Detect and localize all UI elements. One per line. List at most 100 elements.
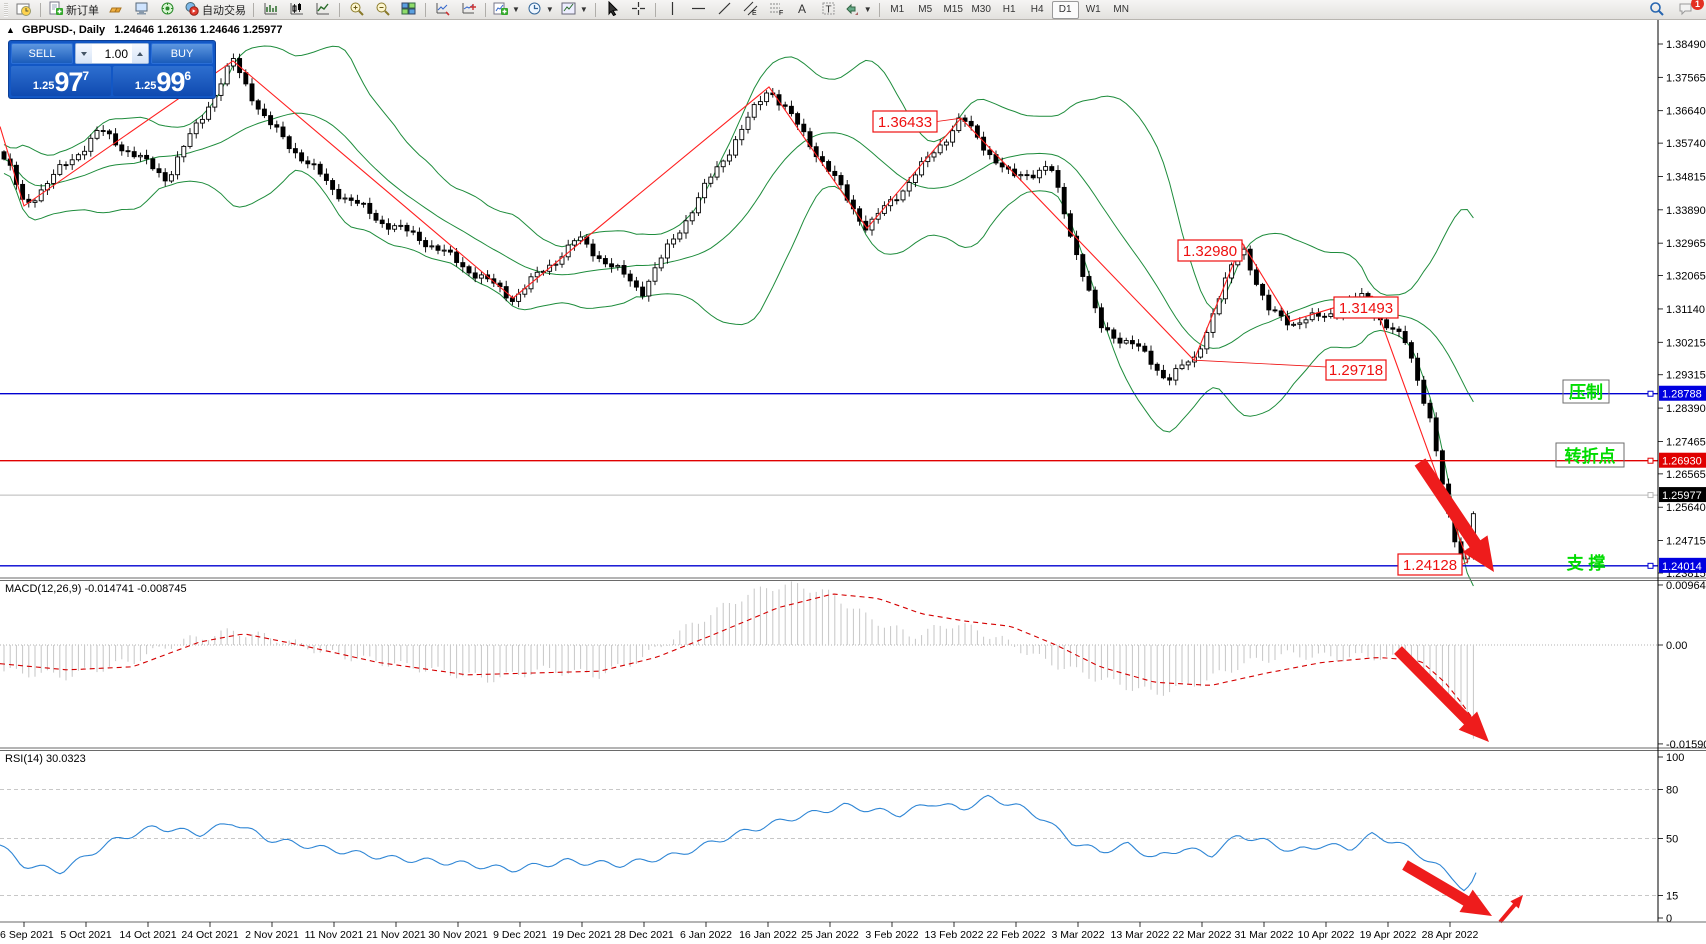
sell-button[interactable]: SELL	[11, 43, 73, 64]
rsi-axis-tick: 15	[1666, 891, 1678, 903]
swing-price-label[interactable]	[1177, 239, 1243, 262]
macd-rsi-separator[interactable]	[0, 747, 1706, 751]
text-label-button[interactable]: T	[816, 0, 841, 19]
timeframe-w1-button[interactable]: W1	[1085, 4, 1101, 15]
pivot-level-line-handle[interactable]	[1647, 457, 1654, 464]
equidistant-channel-button[interactable]: E	[738, 0, 763, 19]
horizontal-line-button[interactable]	[686, 0, 711, 19]
toolbar-separator	[425, 2, 426, 17]
bollinger-bands	[3, 45, 1474, 587]
crosshair-icon	[631, 1, 646, 19]
date-axis-label: 25 Jan 2022	[801, 929, 859, 941]
sell-arrow-rsi[interactable]	[1402, 860, 1492, 916]
trendline-button[interactable]	[712, 0, 737, 19]
bollinger-upper-band	[3, 45, 1474, 310]
timeframe-mn-button[interactable]: MN	[1113, 4, 1129, 15]
support-annotation[interactable]: 支 撑	[1567, 553, 1606, 573]
toolbar-separator	[40, 2, 41, 17]
new-chart-button[interactable]	[430, 0, 455, 19]
channel-icon: E	[743, 1, 758, 19]
toolbar-separator	[485, 2, 486, 17]
volume-increase-button[interactable]	[132, 44, 148, 63]
expert-advisor-button[interactable]	[129, 0, 154, 19]
collapse-panel-icon[interactable]: ▲	[6, 25, 15, 35]
zoom-out-button[interactable]	[370, 0, 395, 19]
cursor-icon	[605, 0, 620, 19]
date-axis-label: 30 Nov 2021	[428, 929, 488, 941]
svg-text:A: A	[798, 2, 806, 16]
date-axis[interactable]: 26 Sep 2021 5 Oct 2021 14 Oct 2021 24 Oct 2…	[0, 921, 1706, 941]
date-axis-label: 3 Feb 2022	[865, 929, 918, 941]
date-axis-label: 14 Oct 2021	[119, 929, 176, 941]
swing-price-label[interactable]	[1397, 553, 1463, 576]
swing-price-label[interactable]	[1333, 296, 1399, 319]
swing-price-label[interactable]	[1325, 359, 1387, 381]
pivot-annotation-text: 转折点	[1565, 446, 1616, 466]
swing-price-label-text: 1.31493	[1339, 300, 1393, 317]
tile-windows-button[interactable]	[396, 0, 421, 19]
auto-trading-button[interactable]: 自动交易	[181, 0, 249, 19]
volume-decrease-button[interactable]	[76, 44, 92, 63]
buy-button[interactable]: BUY	[151, 43, 213, 64]
date-axis-label: 13 Feb 2022	[925, 929, 984, 941]
price-axis-tick: 1.34815	[1666, 171, 1706, 183]
text-button[interactable]: A	[790, 0, 815, 19]
arrows-dropdown[interactable]: ▼	[842, 0, 875, 19]
swing-price-label[interactable]	[872, 110, 938, 133]
price-axis-tick: 1.33890	[1666, 205, 1706, 217]
chat-button[interactable]: 1	[1673, 0, 1704, 19]
tile-windows-icon	[401, 1, 416, 19]
candle-chart-icon	[289, 1, 304, 19]
periods-dropdown[interactable]: ▼	[524, 0, 557, 19]
templates-dropdown[interactable]: ▼	[558, 0, 591, 19]
search-button[interactable]	[1644, 0, 1669, 19]
timeframe-m5-button[interactable]: M5	[918, 4, 933, 15]
resistance-level-line-handle[interactable]	[1647, 390, 1654, 397]
resistance-annotation[interactable]: 压制	[1562, 379, 1610, 404]
chart-symbol-header: ▲ GBPUSD-, Daily 1.24646 1.26136 1.24646…	[6, 24, 283, 36]
line-chart-button[interactable]	[310, 0, 335, 19]
chart-shift-icon[interactable]	[11, 0, 36, 19]
expert-advisor-icon	[134, 1, 149, 19]
crosshair-button[interactable]	[626, 0, 651, 19]
buy-price-display[interactable]: 1.25 99 6	[113, 66, 213, 96]
signals-button[interactable]	[155, 0, 180, 19]
chart-area[interactable]: 1.36433 1.32980 1.31493 1.29718 1.24128 压制转折点…	[0, 20, 1706, 944]
timeframe-h4-button[interactable]: H4	[1030, 4, 1044, 15]
gold-button[interactable]	[103, 0, 128, 19]
timeframe-m15-button[interactable]: M15	[943, 4, 963, 15]
indicators-dropdown[interactable]: ▼	[490, 0, 523, 19]
cursor-button[interactable]	[600, 0, 625, 19]
toolbar-separator	[654, 2, 656, 17]
price-swing-labels[interactable]: 1.36433 1.32980 1.31493 1.29718 1.24128	[872, 110, 1469, 576]
price-axis-tick: 1.32065	[1666, 271, 1706, 283]
sell-arrow-macd[interactable]	[1394, 646, 1489, 742]
bid-price-line-handle[interactable]	[1647, 492, 1654, 499]
bar-chart-button[interactable]	[258, 0, 283, 19]
indicator-window-icon	[435, 1, 450, 19]
price-axis-tick: 1.27465	[1666, 436, 1706, 448]
main-macd-separator[interactable]	[0, 577, 1706, 581]
timeframe-m30-button[interactable]: M30	[971, 4, 991, 15]
signals-icon	[160, 1, 175, 19]
zoom-in-button[interactable]	[344, 0, 369, 19]
chart-clock-icon	[16, 1, 31, 19]
small-bounce-arrow-rsi[interactable]	[1498, 895, 1524, 924]
vertical-line-button[interactable]	[660, 0, 685, 19]
price-axis[interactable]: 1.38490 1.37565 1.36640 1.35740 1.34815 1.338…	[1657, 20, 1706, 925]
volume-input[interactable]: 1.00	[104, 46, 128, 61]
fibonacci-button[interactable]: F	[764, 0, 789, 19]
timeframe-h1-button[interactable]: H1	[1002, 4, 1016, 15]
svg-text:E: E	[752, 10, 757, 16]
support-level-line-handle[interactable]	[1647, 562, 1654, 569]
timeframe-d1-button[interactable]: D1	[1051, 0, 1079, 19]
candlestick-chart-button[interactable]	[284, 0, 309, 19]
timeframe-m1-button[interactable]: M1	[890, 4, 905, 15]
pivot-annotation[interactable]: 转折点	[1555, 442, 1625, 468]
toolbar-grip[interactable]	[4, 2, 8, 17]
sell-arrow-main[interactable]	[1414, 458, 1494, 572]
sell-price-display[interactable]: 1.25 97 7	[11, 66, 111, 96]
chart-window-button[interactable]	[456, 0, 481, 19]
new-order-button[interactable]: 新订单	[45, 0, 102, 19]
vline-icon	[665, 1, 680, 19]
